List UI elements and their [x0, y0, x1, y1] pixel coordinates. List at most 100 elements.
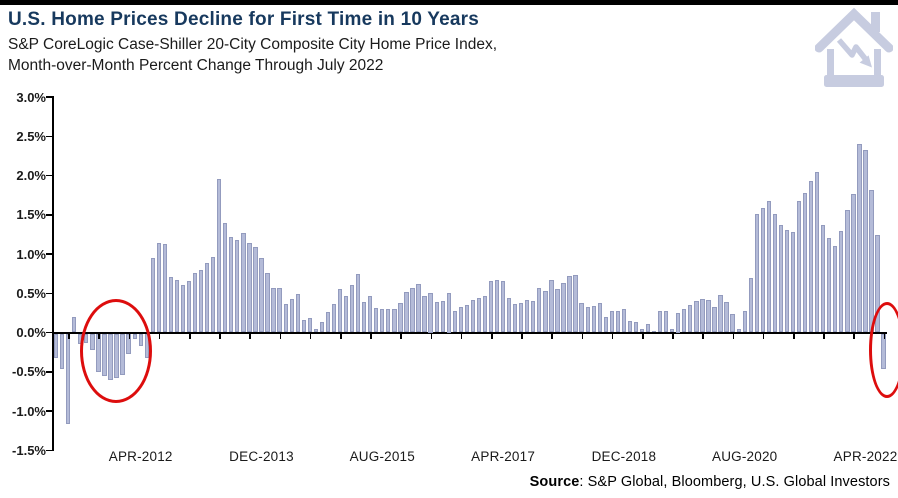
bar-month-50: [356, 274, 361, 333]
bar-month-63: [434, 301, 439, 333]
bar-month-33: [253, 246, 258, 333]
bar-month-24: [198, 269, 204, 333]
x-axis-tick: [702, 333, 704, 339]
y-axis-tick: [46, 253, 52, 255]
bar-month-38: [283, 304, 288, 333]
bar-month-35: [265, 272, 270, 333]
source-label: Source: [529, 474, 580, 490]
bar-month-60: [416, 283, 421, 333]
bar-month-100: [658, 310, 663, 333]
bar-month-39: [289, 298, 294, 333]
bar-month-47: [337, 288, 343, 333]
bar-month-132: [851, 194, 856, 333]
bar-month-92: [609, 311, 614, 333]
source-attribution: Source: S&P Global, Bloomberg, U.S. Glob…: [530, 474, 890, 490]
bar-month-59: [410, 287, 415, 333]
y-axis-tick: [46, 214, 52, 216]
bar-month-27: [217, 179, 222, 333]
bar-month-131: [845, 210, 850, 333]
y-axis-tick: [46, 292, 52, 294]
bar-month-89: [591, 305, 596, 333]
arrow-shaft: [836, 38, 868, 61]
bar-month-129: [833, 246, 838, 333]
bar-month-67: [458, 306, 463, 333]
bar-month-41: [301, 319, 306, 333]
bar-month-30: [235, 239, 240, 333]
bar-month-78: [525, 299, 530, 333]
bar-month-53: [374, 308, 379, 333]
bar-month-98: [645, 323, 651, 333]
bar-month-121: [784, 230, 790, 333]
bar-month-31: [241, 232, 246, 333]
bar-month-91: [603, 316, 608, 333]
x-axis-tick: [762, 333, 765, 339]
bar-month-28: [223, 222, 228, 333]
bar-month-105: [688, 305, 693, 333]
top-black-bar: [0, 0, 898, 5]
x-axis-tick: [642, 333, 644, 339]
bar-month-108: [706, 300, 711, 333]
x-axis-tick: [400, 333, 402, 339]
bar-month-84: [561, 283, 566, 333]
arrow-head: [859, 55, 872, 68]
bar-month-29: [229, 236, 234, 333]
bar-month-90: [597, 303, 602, 333]
y-axis-tick: [46, 174, 52, 177]
walls: [827, 49, 881, 76]
bar-month-81: [543, 290, 548, 333]
bar-month-120: [778, 224, 784, 333]
decline-highlight-ellipse-1: [80, 299, 152, 403]
x-axis-tick: [68, 333, 70, 339]
y-axis-tick: [46, 410, 52, 412]
bar-month-133: [857, 144, 862, 333]
bar-month-49: [349, 285, 355, 333]
bar-month-125: [809, 180, 814, 333]
chart-subtitle-line2: Month-over-Month Percent Change Through …: [8, 57, 384, 74]
bar-month-20: [174, 279, 180, 333]
bar-month-119: [772, 213, 778, 333]
chart-subtitle-line1: S&P CoreLogic Case-Shiller 20-City Compo…: [8, 36, 498, 53]
bar-month-37: [277, 287, 282, 333]
x-axis-tick: [491, 333, 493, 339]
x-tick-label: APR-2012: [108, 449, 173, 464]
x-axis-tick: [793, 333, 795, 339]
x-tick-label: APR-2022: [833, 449, 898, 464]
x-axis-tick: [430, 333, 433, 339]
bar-month-93: [615, 310, 621, 333]
y-axis-tick: [46, 449, 52, 451]
bar-month-128: [827, 238, 832, 333]
bar-month-74: [500, 280, 506, 333]
bar-month-58: [404, 292, 409, 333]
x-axis-tick: [219, 333, 221, 339]
bar-month-46: [331, 304, 337, 333]
bar-month-1: [60, 334, 65, 370]
bar-month-71: [482, 295, 488, 333]
y-axis-tick: [46, 96, 52, 98]
x-axis-tick: [521, 333, 523, 339]
bar-month-73: [494, 279, 500, 333]
y-tick-label: 1.5%: [16, 207, 46, 223]
bar-month-61: [422, 296, 427, 333]
bar-month-19: [168, 276, 174, 333]
bar-month-48: [343, 295, 349, 333]
x-axis-tick: [249, 333, 251, 339]
x-axis-tick: [279, 333, 282, 339]
bar-month-18: [162, 243, 168, 333]
bar-month-87: [579, 303, 584, 333]
bar-month-111: [724, 301, 729, 333]
bar-month-66: [452, 311, 457, 333]
y-axis-tick: [46, 331, 52, 334]
bar-month-107: [700, 298, 705, 333]
bar-month-136: [875, 235, 880, 333]
bar-month-75: [507, 297, 512, 333]
bar-month-32: [247, 243, 252, 333]
bar-month-79: [531, 301, 536, 333]
bar-month-115: [748, 278, 753, 333]
bar-month-68: [464, 305, 470, 333]
source-text: : S&P Global, Bloomberg, U.S. Global Inv…: [579, 474, 890, 490]
bar-month-0: [54, 334, 59, 358]
house-price-decline-icon: [815, 7, 893, 87]
bar-month-109: [712, 306, 717, 333]
x-axis-tick: [309, 333, 312, 339]
